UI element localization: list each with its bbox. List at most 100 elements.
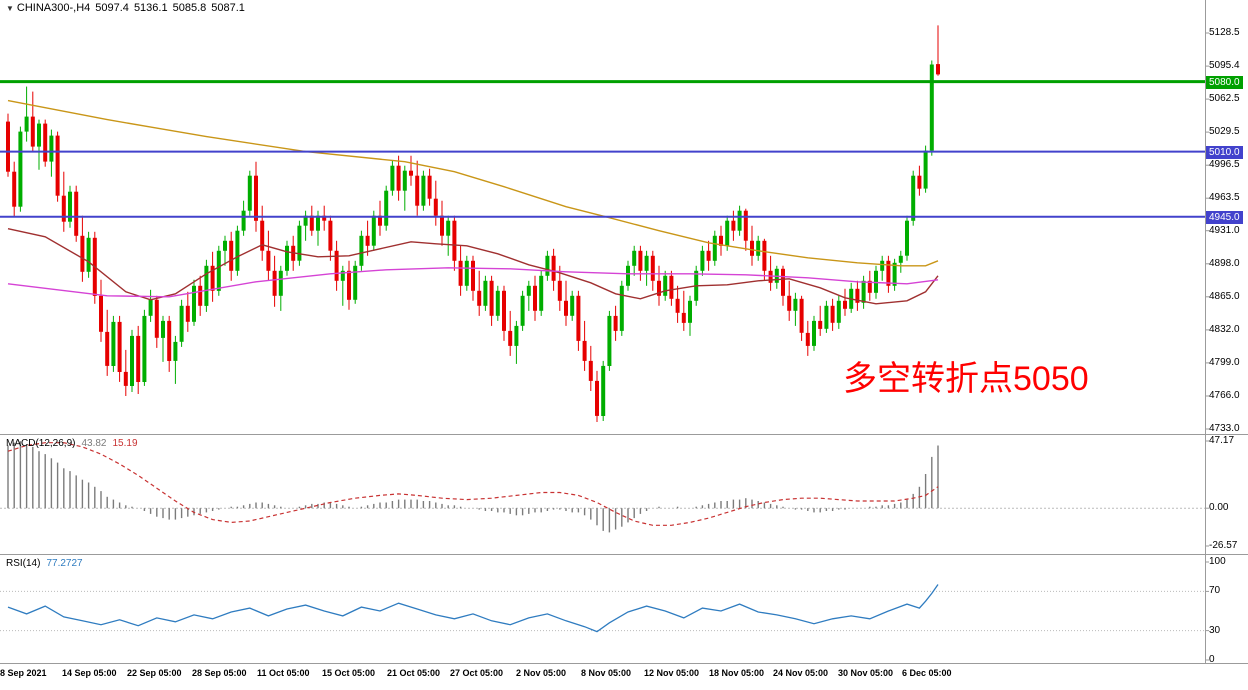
- macd-indicator-label: MACD(12,26,9) 43.82 15.19: [6, 438, 138, 449]
- candle-bearish: [489, 280, 494, 316]
- time-axis-label: 27 Oct 05:00: [450, 668, 504, 678]
- candle-bearish: [260, 220, 265, 251]
- candle-bullish: [880, 260, 885, 271]
- price-axis-tick: 5128.5: [1209, 27, 1240, 38]
- candle-bullish: [905, 220, 909, 256]
- candle-bearish: [30, 116, 35, 147]
- candle-bullish: [911, 175, 916, 221]
- candle-bearish: [787, 295, 792, 311]
- candle-bullish: [24, 116, 29, 132]
- candle-bullish: [688, 300, 692, 323]
- candle-bearish: [229, 240, 234, 271]
- rsi-indicator-label: RSI(14) 77.2727: [6, 558, 83, 569]
- price-axis-tick: 4963.5: [1209, 192, 1240, 203]
- candle-bearish: [427, 175, 432, 199]
- candle-bearish: [471, 260, 475, 291]
- candle-bearish: [99, 295, 103, 332]
- candle-bearish: [750, 240, 754, 256]
- candle-bearish: [80, 235, 85, 272]
- candle-bullish: [421, 175, 426, 206]
- price-axis-tick: 4931.0: [1209, 225, 1240, 236]
- candle-bullish: [483, 280, 488, 306]
- candle-bullish: [278, 270, 283, 296]
- candle-bullish: [570, 295, 575, 316]
- candle-bullish: [874, 270, 878, 293]
- candle-bullish: [756, 240, 761, 256]
- candle-bearish: [675, 298, 680, 313]
- candle-bullish: [297, 225, 302, 261]
- symbol-period-label: CHINA300-,H4: [16, 2, 91, 14]
- candle-bullish: [712, 235, 717, 261]
- candle-bearish: [706, 250, 711, 261]
- candle-bullish: [18, 131, 23, 207]
- candle-bearish: [650, 255, 655, 281]
- candle-bearish: [210, 265, 215, 291]
- price-axis-tick: 4898.0: [1209, 258, 1240, 269]
- candle-bearish: [917, 175, 922, 189]
- candle-bullish: [644, 255, 649, 271]
- time-axis-label: 22 Sep 05:00: [127, 668, 182, 678]
- ma-mid-darkred: [7, 228, 939, 305]
- candle-bullish: [626, 265, 630, 286]
- candle-bearish: [6, 121, 10, 172]
- time-axis-label: 24 Nov 05:00: [773, 668, 829, 678]
- candle-bullish: [892, 262, 897, 286]
- candle-bearish: [867, 280, 872, 293]
- time-axis-label: 8 Nov 05:00: [581, 668, 632, 678]
- macd-signal-line: [7, 442, 939, 526]
- macd-axis-tick: 47.17: [1209, 435, 1235, 446]
- candle-bullish: [148, 299, 153, 316]
- candle-bearish: [378, 215, 382, 226]
- candle-bearish: [117, 321, 122, 372]
- time-axis-label: 15 Oct 05:00: [322, 668, 376, 678]
- candle-bullish: [464, 260, 469, 286]
- candle-bearish: [254, 175, 258, 221]
- candle-bearish: [843, 300, 847, 309]
- candle-bearish: [818, 320, 823, 329]
- time-axis-label: 28 Sep 05:00: [192, 668, 247, 678]
- price-axis-tick: 5095.4: [1209, 60, 1240, 71]
- macd-signal-value: 15.19: [112, 438, 138, 449]
- candle-bearish: [799, 298, 804, 333]
- candle-bullish: [359, 235, 364, 266]
- candle-bearish: [322, 215, 327, 221]
- candle-bullish: [384, 190, 389, 226]
- candle-bearish: [43, 123, 48, 162]
- annotation-text[interactable]: 多空转折点5050: [843, 360, 1089, 398]
- candle-bearish: [681, 312, 686, 323]
- price-axis-tick: 4832.0: [1209, 324, 1240, 335]
- candle-bearish: [768, 270, 773, 283]
- candle-bullish: [632, 250, 637, 266]
- candle-bullish: [173, 341, 178, 361]
- candle-bearish: [433, 198, 438, 216]
- candle-bullish: [68, 191, 72, 222]
- candle-bullish: [619, 285, 624, 331]
- candle-bearish: [613, 315, 618, 331]
- candle-bearish: [458, 260, 463, 286]
- candle-bearish: [272, 270, 277, 296]
- rsi-axis-tick: 30: [1209, 625, 1221, 636]
- candle-bearish: [55, 135, 60, 196]
- candle-bullish: [285, 245, 289, 271]
- time-axis-label: 2 Nov 05:00: [516, 668, 567, 678]
- candle-bullish: [700, 250, 705, 271]
- candle-bearish: [936, 64, 940, 75]
- candle-bullish: [86, 237, 91, 272]
- candle-bearish: [198, 285, 203, 306]
- candle-bearish: [105, 331, 110, 366]
- candle-bearish: [328, 220, 333, 251]
- candle-bearish: [123, 371, 128, 386]
- candle-bearish: [719, 235, 723, 246]
- candle-bullish: [111, 321, 116, 366]
- candle-bearish: [886, 260, 891, 286]
- candle-bearish: [452, 220, 457, 261]
- candle-bullish: [402, 170, 407, 191]
- candle-bearish: [595, 380, 599, 416]
- candle-bullish: [340, 270, 345, 281]
- candle-bearish: [347, 270, 351, 300]
- candle-bullish: [204, 265, 209, 306]
- candle-bearish: [409, 170, 413, 176]
- candle-bearish: [136, 335, 141, 382]
